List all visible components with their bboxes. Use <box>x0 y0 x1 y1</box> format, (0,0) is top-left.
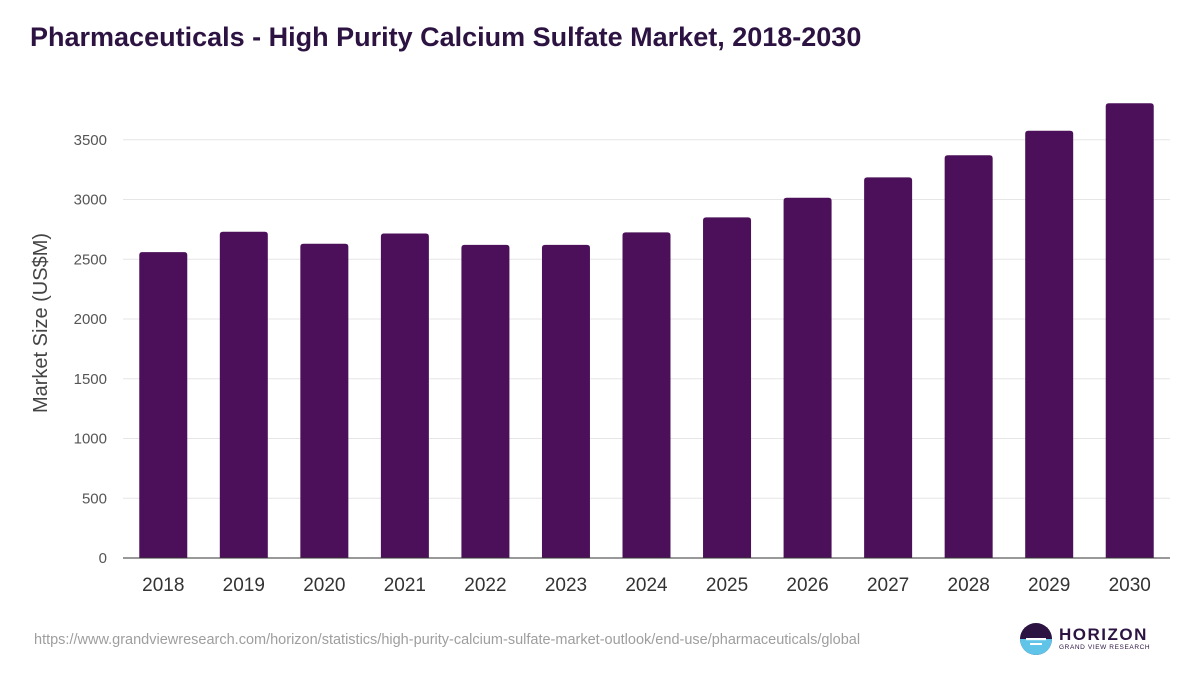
bar-2026[interactable] <box>783 197 832 558</box>
x-tick-label: 2022 <box>464 575 506 596</box>
bar-chart: 0 500 1000 1500 2000 2500 3000 3500 2018 2019 202… <box>30 103 1170 596</box>
x-axis-ticks: 2018 2019 2020 2021 2022 2023 2024 2025 2026 2027… <box>142 575 1151 596</box>
bar-2018[interactable] <box>139 252 188 558</box>
x-tick-label: 2029 <box>1028 575 1070 596</box>
logo-name: HORIZON <box>1059 625 1148 645</box>
y-axis-ticks: 0 500 1000 1500 2000 2500 3000 3500 <box>74 132 107 567</box>
bar-2027[interactable] <box>864 177 913 558</box>
x-tick-label: 2028 <box>948 575 990 596</box>
bar-2029[interactable] <box>1025 130 1074 558</box>
y-tick-label: 2500 <box>74 251 107 268</box>
bar-2025[interactable] <box>703 217 752 559</box>
x-tick-label: 2020 <box>303 575 345 596</box>
bar-2030[interactable] <box>1105 103 1154 559</box>
x-tick-label: 2023 <box>545 575 587 596</box>
y-tick-label: 1000 <box>74 431 107 448</box>
x-tick-label: 2024 <box>625 575 668 596</box>
bar-2022[interactable] <box>461 244 510 558</box>
bar-2021[interactable] <box>380 233 429 558</box>
logo-subtitle: GRAND VIEW RESEARCH <box>1059 644 1151 652</box>
bar-2028[interactable] <box>944 155 993 558</box>
x-tick-label: 2021 <box>384 575 426 596</box>
y-tick-label: 3500 <box>74 132 107 149</box>
x-tick-label: 2018 <box>142 575 184 596</box>
y-tick-label: 2000 <box>74 311 107 328</box>
y-axis-label: Market Size (US$M) <box>30 233 52 413</box>
x-tick-label: 2026 <box>786 575 828 596</box>
bar-2019[interactable] <box>219 231 268 558</box>
horizon-logo: HORIZON GRAND VIEW RESEARCH <box>1019 622 1150 656</box>
y-tick-label: 3000 <box>74 192 107 209</box>
chart-title: Pharmaceuticals - High Purity Calcium Su… <box>30 22 862 52</box>
bar-2023[interactable] <box>541 244 590 558</box>
y-tick-label: 0 <box>99 550 107 567</box>
x-tick-label: 2027 <box>867 575 909 596</box>
bar-2020[interactable] <box>300 243 349 558</box>
y-tick-label: 500 <box>82 490 107 507</box>
source-url[interactable]: https://www.grandviewresearch.com/horizo… <box>34 632 861 648</box>
y-tick-label: 1500 <box>74 371 107 388</box>
x-tick-label: 2019 <box>223 575 265 596</box>
x-tick-label: 2030 <box>1109 575 1151 596</box>
horizon-logo-icon <box>1020 623 1052 655</box>
bar-2024[interactable] <box>622 232 671 559</box>
bars <box>139 103 1154 559</box>
x-tick-label: 2025 <box>706 575 748 596</box>
